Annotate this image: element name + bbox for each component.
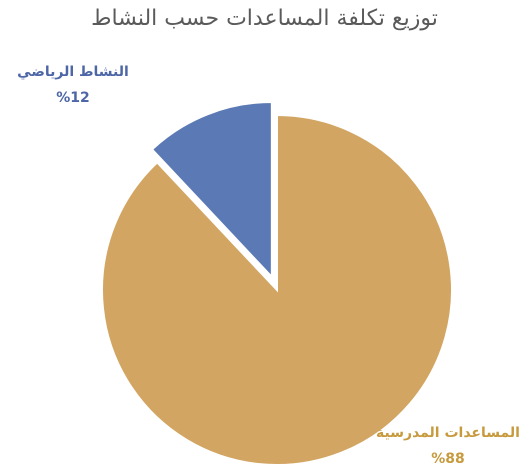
slice-label-sports: النشاط الرياضي %12 xyxy=(8,64,138,106)
chart-title: توزيع تكلفة المساعدات حسب النشاط xyxy=(91,6,438,31)
slice-name: النشاط الرياضي xyxy=(17,64,129,80)
slice-percent: %12 xyxy=(56,90,90,106)
slice-percent: %88 xyxy=(431,451,465,467)
slice-name: المساعدات المدرسية xyxy=(376,425,520,441)
slice-label-school-aid: المساعدات المدرسية %88 xyxy=(370,425,526,467)
pie-slice-school-aid xyxy=(100,113,453,466)
pie-slice-sports-activity xyxy=(150,100,273,280)
